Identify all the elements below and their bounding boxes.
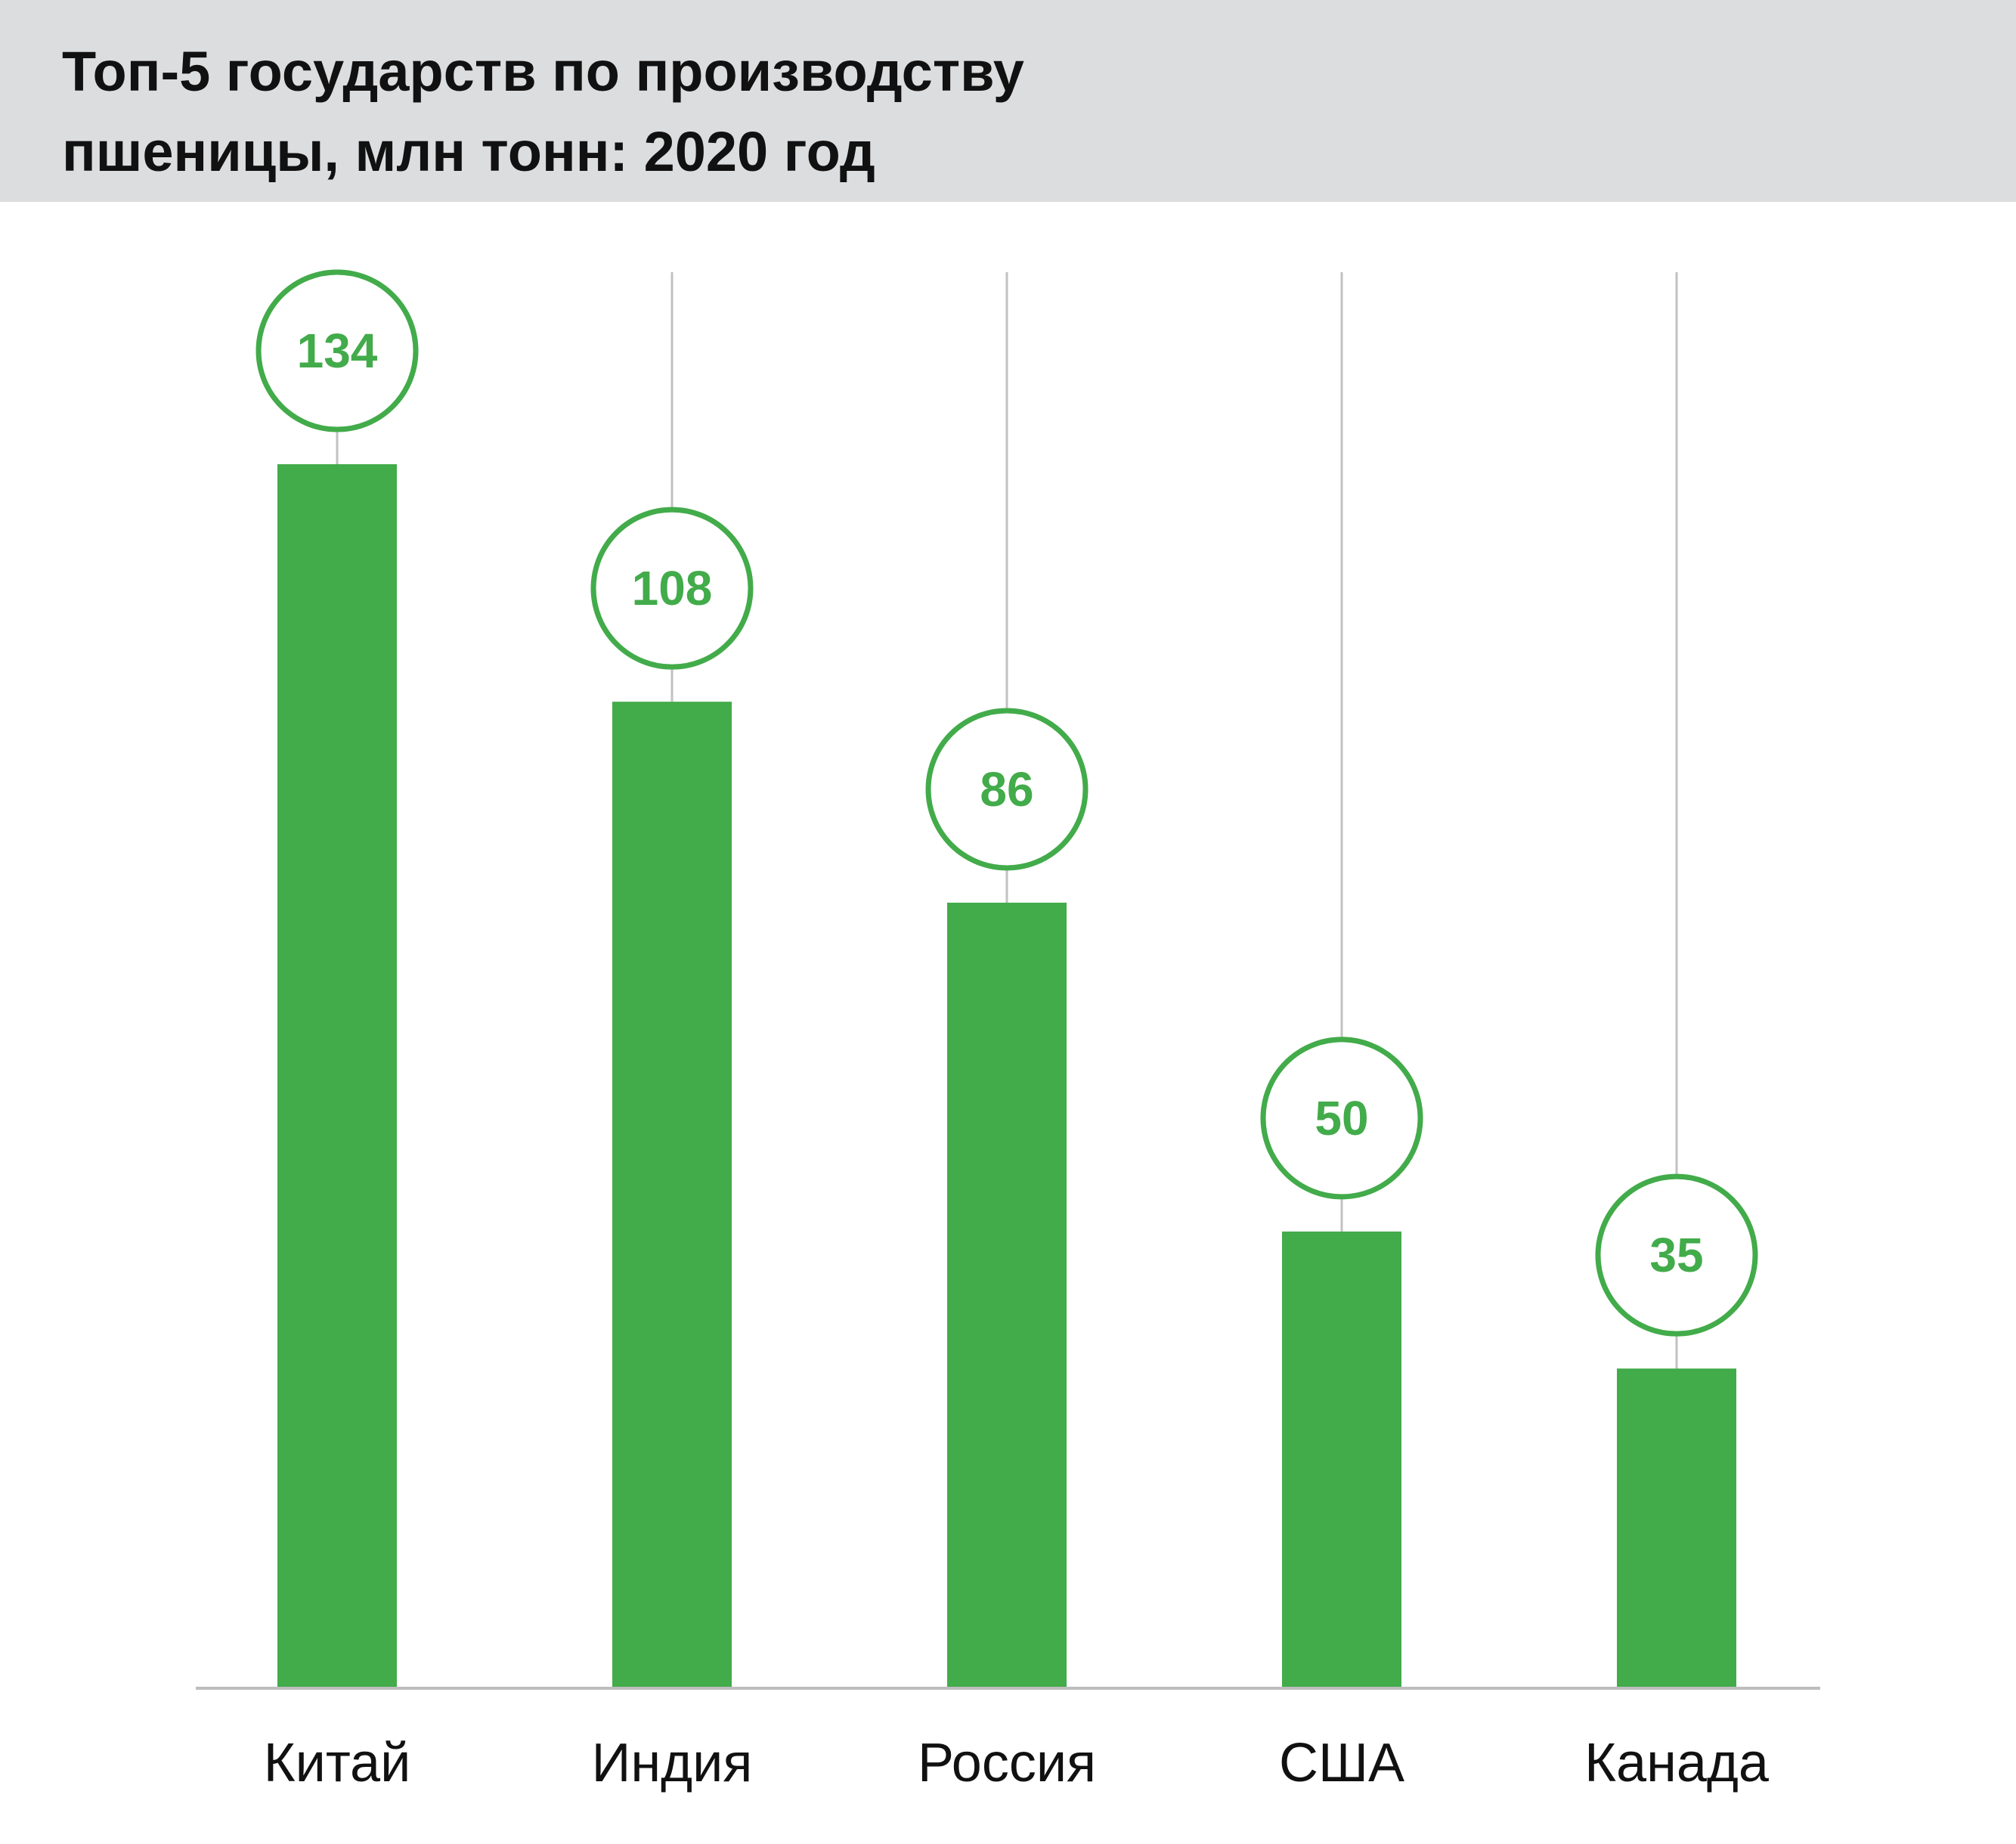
value-label: 35 xyxy=(1649,1228,1703,1282)
bar xyxy=(1282,1231,1401,1688)
value-circle xyxy=(1260,1037,1423,1200)
title-banner: Топ-5 государств по производству пшеницы… xyxy=(0,0,2016,202)
category-label: Китай xyxy=(264,1733,411,1793)
chart-title: Топ-5 государств по производству пшеницы… xyxy=(62,40,1024,183)
value-circle xyxy=(925,708,1089,871)
value-label: 134 xyxy=(297,324,378,378)
value-label: 86 xyxy=(980,762,1033,817)
category-label: США xyxy=(1279,1733,1404,1793)
value-label: 108 xyxy=(632,561,713,615)
bar xyxy=(947,902,1067,1688)
value-circle xyxy=(255,269,419,432)
category-label: Канада xyxy=(1584,1733,1770,1793)
value-label: 50 xyxy=(1315,1091,1368,1145)
value-circle xyxy=(590,507,754,670)
bar-chart: 134 Китай 108 Индия 86 Россия 50 США 35 Канада xyxy=(196,269,1820,1793)
bar xyxy=(612,702,732,1689)
bar xyxy=(277,464,397,1688)
category-label: Россия xyxy=(918,1733,1096,1793)
value-circle xyxy=(1595,1173,1758,1337)
category-label: Индия xyxy=(592,1733,753,1793)
bar xyxy=(1617,1368,1736,1688)
